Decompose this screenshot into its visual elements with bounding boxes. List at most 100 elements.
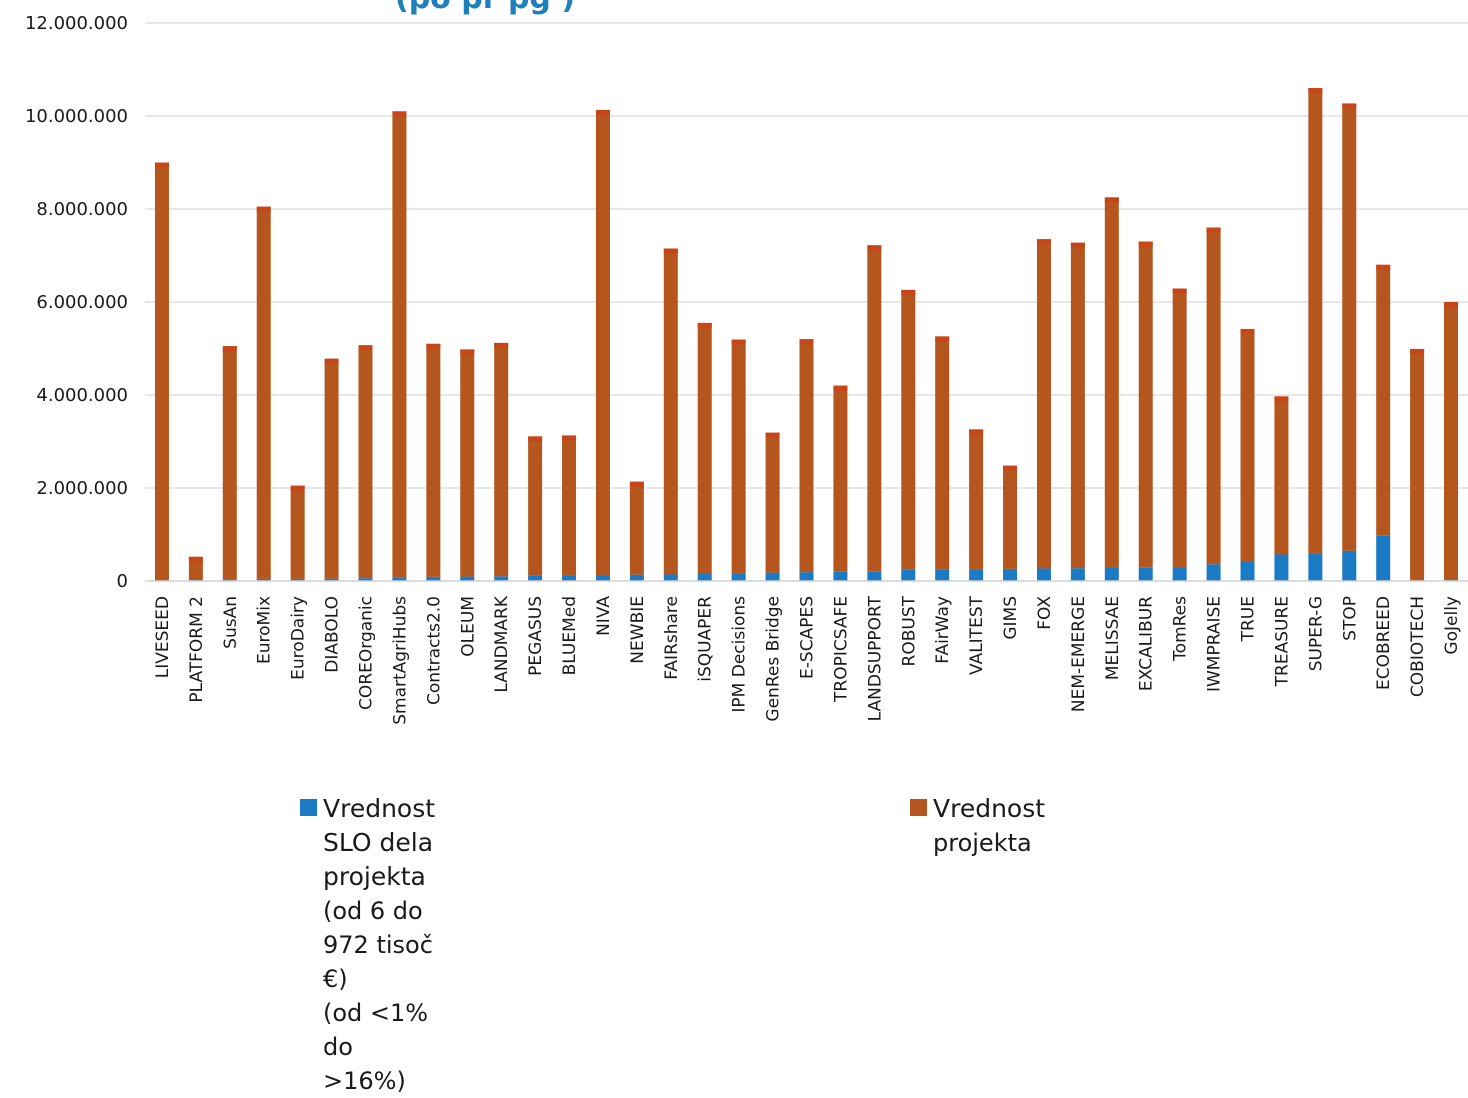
bar-project-segment <box>1071 243 1085 569</box>
bar-project-segment <box>1241 329 1255 561</box>
bar-slo-segment <box>528 576 542 581</box>
bar-project-segment <box>291 486 305 579</box>
bar-project-segment <box>630 482 644 575</box>
bar-top-cap <box>969 429 983 434</box>
bar-project-segment <box>935 336 949 569</box>
bar-project-segment <box>359 345 373 578</box>
bar-project-segment <box>223 346 237 579</box>
y-axis: 02.000.0004.000.0006.000.0008.000.00010.… <box>25 13 128 592</box>
bar-slo-segment <box>562 575 576 581</box>
bar-project-segment <box>1308 88 1322 553</box>
x-tick-label: LIVESEED <box>153 596 173 678</box>
bar-top-cap <box>223 346 237 351</box>
x-tick-label: LANDSUPPORT <box>865 595 885 721</box>
bar-slo-segment <box>732 573 746 581</box>
bar-top-cap <box>1410 349 1424 354</box>
x-tick-label: FAirWay <box>933 596 953 664</box>
x-tick-label: SusAn <box>221 596 241 649</box>
bar-project-segment <box>1274 396 1288 554</box>
x-tick-label: MELISSAE <box>1103 596 1123 680</box>
bar-top-cap <box>732 340 746 345</box>
bar-top-cap <box>1173 289 1187 294</box>
bar-top-cap <box>766 433 780 438</box>
bar-slo-segment <box>901 570 915 581</box>
x-tick-label: FOX <box>1035 596 1055 630</box>
bar-slo-segment <box>969 569 983 581</box>
legend-item-slo: Vrednost SLO dela projekta (od 6 do 972 … <box>300 792 435 1098</box>
bar-slo-segment <box>1105 568 1119 581</box>
bars <box>155 88 1458 581</box>
x-tick-label: IWMPRAISE <box>1205 596 1225 692</box>
x-tick-label: ROBUST <box>899 595 919 666</box>
bar-project-segment <box>155 163 169 581</box>
bar-slo-segment <box>630 575 644 581</box>
bar-top-cap <box>155 163 169 168</box>
bar-top-cap <box>460 349 474 354</box>
bar-project-segment <box>867 245 881 571</box>
bar-slo-segment <box>1173 568 1187 581</box>
legend-label-project: Vrednost <box>933 792 1045 826</box>
bar-project-segment <box>596 110 610 575</box>
bar-slo-segment <box>1071 568 1085 581</box>
x-tick-label: FAIRshare <box>662 596 682 680</box>
bar-slo-segment <box>1241 561 1255 581</box>
bar-project-segment <box>766 433 780 573</box>
bar-top-cap <box>1003 466 1017 471</box>
bar-slo-segment <box>867 571 881 581</box>
x-tick-label: NEWBIE <box>628 596 648 664</box>
bar-slo-segment <box>596 575 610 581</box>
x-tick-label: COBIOTECH <box>1408 596 1428 697</box>
legend-sublabel-percent: (od <1% do >16%) <box>323 996 435 1098</box>
x-tick-label: GenRes Bridge <box>764 596 784 722</box>
bar-project-segment <box>494 343 508 576</box>
bar-slo-segment <box>1274 554 1288 581</box>
bar-project-segment <box>392 111 406 577</box>
bar-top-cap <box>596 110 610 115</box>
x-tick-label: EuroMix <box>255 596 275 664</box>
bar-project-segment <box>1105 197 1119 568</box>
bar-top-cap <box>1207 228 1221 233</box>
legend-item-project: Vrednost projekta <box>910 792 1045 860</box>
bar-slo-segment <box>664 574 678 581</box>
y-tick-label: 6.000.000 <box>36 292 128 313</box>
bar-project-segment <box>901 290 915 570</box>
bar-slo-segment <box>766 573 780 581</box>
y-tick-label: 8.000.000 <box>36 199 128 220</box>
x-tick-label: TRUE <box>1239 596 1259 642</box>
bar-top-cap <box>392 111 406 116</box>
bar-slo-segment <box>800 572 814 581</box>
x-tick-label: EuroDairy <box>289 596 309 680</box>
bar-top-cap <box>1342 103 1356 108</box>
bar-slo-segment <box>935 569 949 581</box>
bar-slo-segment <box>833 572 847 581</box>
bar-top-cap <box>1241 329 1255 334</box>
bar-project-segment <box>562 435 576 575</box>
legend-label-slo: Vrednost SLO dela projekta <box>323 792 435 894</box>
bar-slo-segment <box>1207 564 1221 581</box>
x-tick-label: COREOrganic <box>357 596 377 710</box>
bar-project-segment <box>664 249 678 575</box>
x-tick-label: NIVA <box>594 596 614 636</box>
bar-project-segment <box>426 344 440 577</box>
bar-project-segment <box>1139 242 1153 568</box>
x-tick-label: STOP <box>1340 596 1360 641</box>
x-tick-label: E-SCAPES <box>798 596 818 679</box>
bar-top-cap <box>867 245 881 250</box>
bar-project-segment <box>1207 228 1221 565</box>
bar-project-segment <box>257 207 271 579</box>
bar-top-cap <box>359 345 373 350</box>
legend-sublabel-range: (od 6 do 972 tisoč €) <box>323 894 435 996</box>
x-tick-label: VALITEST <box>967 595 987 675</box>
bar-project-segment <box>325 359 339 579</box>
bar-top-cap <box>1274 396 1288 401</box>
bar-top-cap <box>1376 265 1390 270</box>
x-tick-label: ECOBREED <box>1374 596 1394 690</box>
bar-top-cap <box>833 386 847 391</box>
y-tick-label: 4.000.000 <box>36 385 128 406</box>
x-tick-label: GIMS <box>1001 596 1021 640</box>
bar-project-segment <box>833 386 847 572</box>
y-tick-label: 12.000.000 <box>25 13 128 34</box>
bar-top-cap <box>291 486 305 491</box>
stacked-bar-chart: (po pr pg ) 02.000.0004.000.0006.000.000… <box>0 0 1468 897</box>
x-tick-label: SmartAgriHubs <box>390 596 410 725</box>
